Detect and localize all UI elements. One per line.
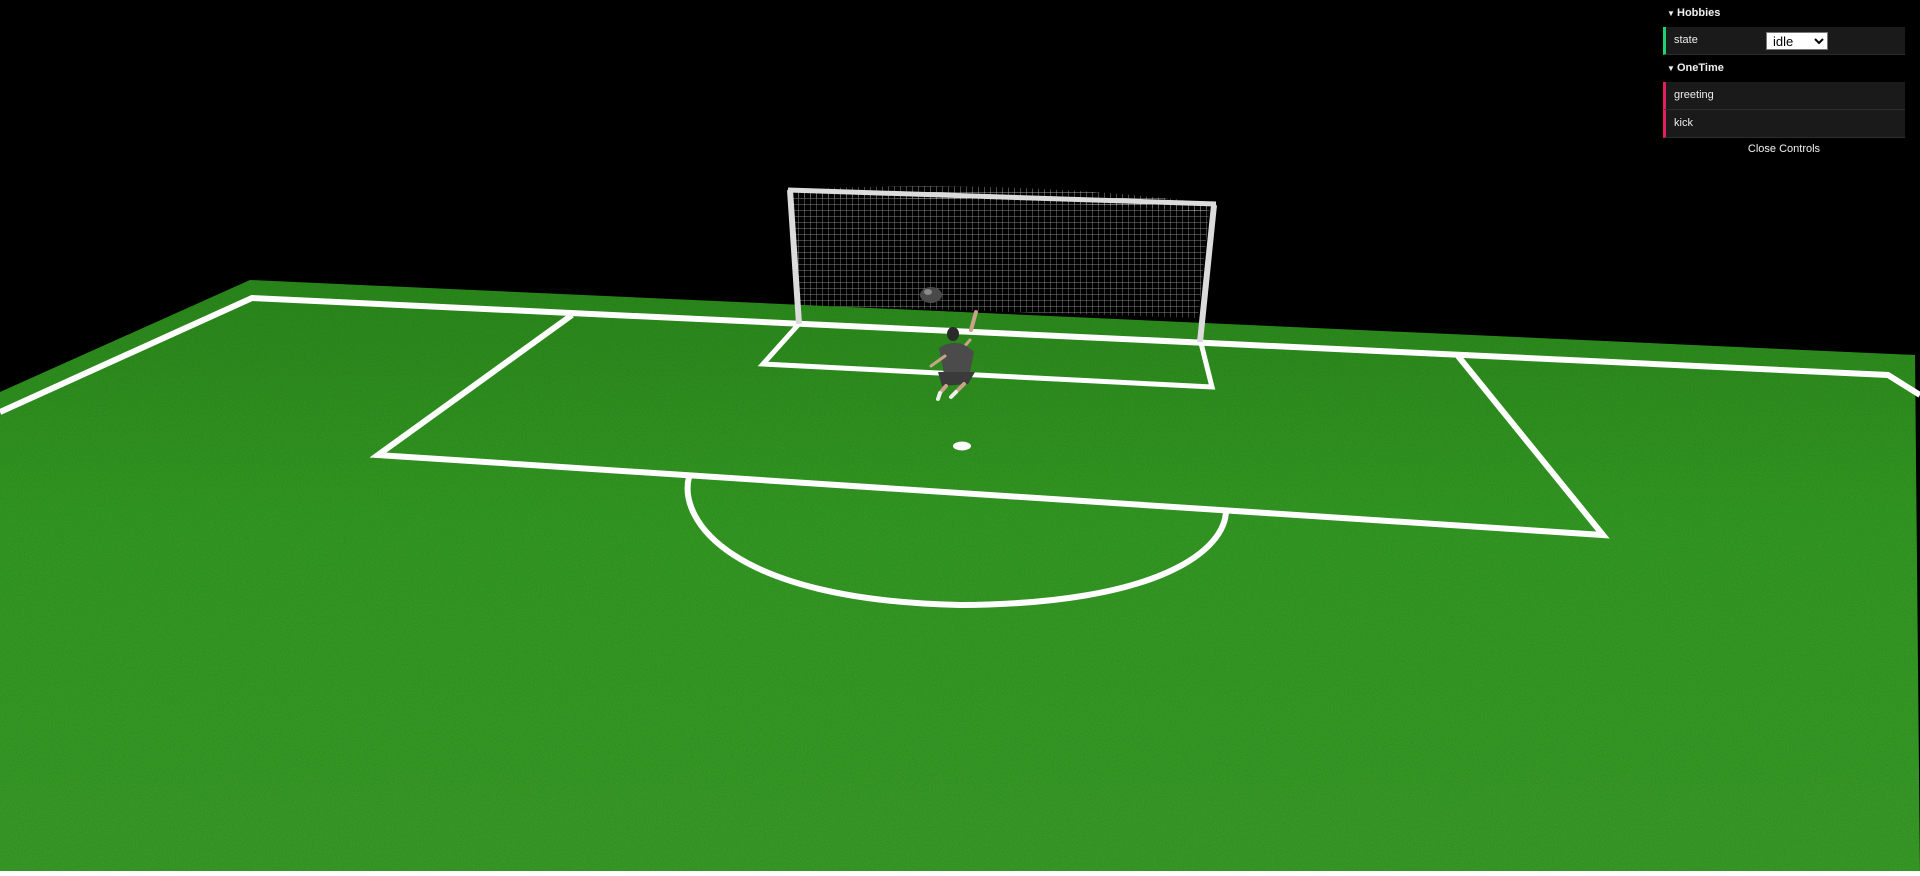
soccer-ball xyxy=(920,287,942,303)
caret-down-icon: ▼ xyxy=(1667,55,1675,82)
kick-button[interactable]: kick xyxy=(1663,110,1905,138)
controller-state: state idle xyxy=(1663,27,1905,55)
controls-panel: ▼ Hobbies state idle ▼ OneTime greeting … xyxy=(1663,0,1905,159)
greeting-button[interactable]: greeting xyxy=(1663,82,1905,110)
viewport-bottom-edge xyxy=(0,871,1920,876)
controller-state-label: state xyxy=(1674,27,1764,54)
penalty-spot xyxy=(953,442,971,451)
state-select[interactable]: idle xyxy=(1766,32,1828,50)
close-controls-button[interactable]: Close Controls xyxy=(1663,139,1905,159)
kick-button-label: kick xyxy=(1674,110,1764,137)
folder-hobbies-title[interactable]: ▼ Hobbies xyxy=(1663,0,1905,27)
greeting-button-label: greeting xyxy=(1674,82,1764,109)
folder-onetime-title[interactable]: ▼ OneTime xyxy=(1663,55,1905,82)
folder-hobbies-label: Hobbies xyxy=(1677,7,1720,19)
caret-down-icon: ▼ xyxy=(1667,0,1675,27)
folder-onetime-label: OneTime xyxy=(1677,62,1724,74)
goal-net xyxy=(790,190,1210,318)
